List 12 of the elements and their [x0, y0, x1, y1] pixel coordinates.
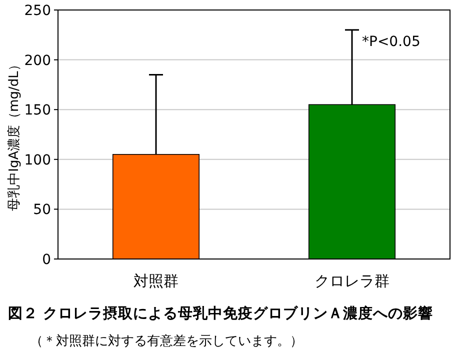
y-tick-label: 150	[24, 102, 51, 119]
y-axis-title: 母乳中IgA濃度（mg/dL）	[6, 58, 22, 211]
x-tick-label: 対照群	[134, 272, 178, 290]
y-tick-label: 50	[33, 202, 51, 218]
y-tick-label: 250	[24, 3, 51, 19]
annotation: *P<0.05	[362, 34, 420, 50]
y-tick-label: 100	[24, 152, 51, 168]
text: 図２ クロレラ摂取による母乳中免疫グロブリンＡ濃度への影響	[8, 304, 434, 322]
x-tick-label: クロレラ群	[314, 272, 390, 290]
y-tick-label: 0	[42, 252, 51, 268]
y-tick-label: 200	[24, 52, 51, 69]
text: （＊対照群に対する有意差を示しています。）	[30, 333, 303, 349]
